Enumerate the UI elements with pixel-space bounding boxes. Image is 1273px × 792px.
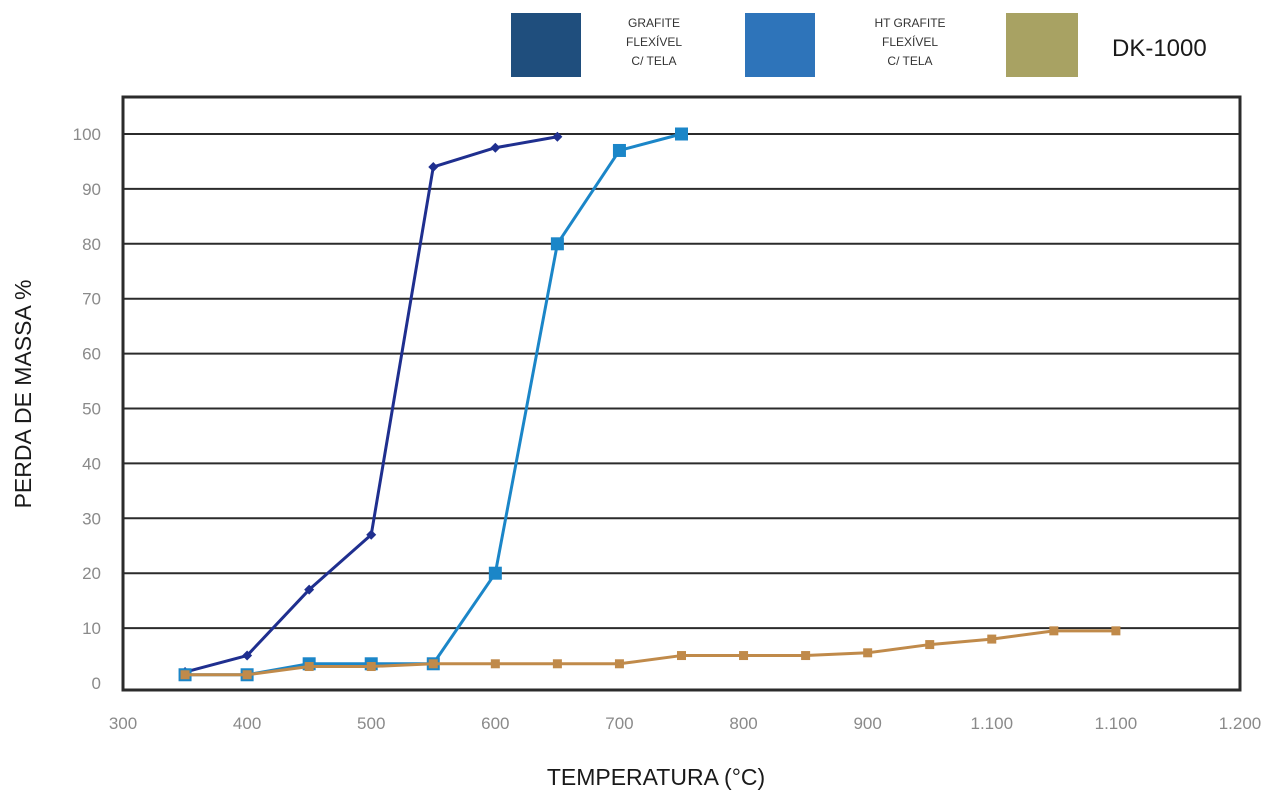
- x-tick-label: 1.200: [1219, 714, 1262, 733]
- x-tick-label: 900: [853, 714, 881, 733]
- data-point: [428, 659, 438, 669]
- data-point: [987, 634, 997, 644]
- y-tick-label: 0: [92, 674, 101, 693]
- y-tick-label: 70: [82, 290, 101, 309]
- data-point: [180, 670, 190, 680]
- legend-label: FLEXÍVEL: [882, 34, 938, 49]
- y-tick-label: 90: [82, 180, 101, 199]
- y-tick-label: 50: [82, 400, 101, 419]
- data-point: [490, 142, 501, 153]
- data-point: [242, 670, 252, 680]
- data-point: [552, 659, 562, 669]
- legend-label: FLEXÍVEL: [626, 34, 682, 49]
- data-point: [863, 648, 873, 658]
- legend-item-2: HT GRAFITE FLEXÍVEL C/ TELA: [745, 13, 946, 77]
- legend-label: GRAFITE: [628, 16, 680, 30]
- data-point: [925, 640, 935, 650]
- data-point: [490, 659, 500, 669]
- series-line: [185, 629, 1116, 677]
- series-line: [184, 135, 558, 674]
- data-point: [488, 566, 502, 580]
- data-point: [677, 651, 686, 661]
- legend-item-3: DK-1000: [1006, 13, 1207, 77]
- x-tick-label: 300: [109, 714, 137, 733]
- x-axis-title: TEMPERATURA (°C): [547, 764, 765, 790]
- legend-label: C/ TELA: [887, 54, 932, 68]
- axes: [121, 95, 1242, 692]
- data-point: [801, 651, 811, 661]
- legend: GRAFITE FLEXÍVEL C/ TELA HT GRAFITE FLEXÍVEL…: [511, 13, 1207, 77]
- data-point: [550, 237, 564, 251]
- x-tick-label: 800: [729, 714, 757, 733]
- data-point: [739, 651, 749, 661]
- series-1: [180, 131, 563, 678]
- x-tick-label: 700: [605, 714, 633, 733]
- x-tick-label: 1.100: [1095, 714, 1138, 733]
- data-point: [1111, 626, 1121, 636]
- y-tick-label: 40: [82, 454, 101, 473]
- y-tick-label: 10: [82, 619, 101, 638]
- legend-swatch: [511, 13, 581, 77]
- legend-label: HT GRAFITE: [874, 16, 945, 30]
- data-point: [304, 662, 314, 672]
- data-point: [552, 131, 563, 142]
- data-point: [304, 584, 315, 595]
- data-point: [428, 161, 439, 172]
- x-tick-label: 600: [481, 714, 509, 733]
- series-2: [178, 127, 688, 682]
- series-line: [185, 132, 682, 677]
- legend-item-1: GRAFITE FLEXÍVEL C/ TELA: [511, 13, 682, 77]
- data-point: [675, 127, 688, 141]
- legend-label: DK-1000: [1112, 35, 1207, 62]
- plot-frame: [121, 95, 1242, 692]
- data-point: [614, 659, 624, 669]
- legend-swatch: [1006, 13, 1078, 77]
- x-tick-label: 400: [233, 714, 261, 733]
- legend-label: C/ TELA: [631, 54, 676, 68]
- data-point: [366, 662, 376, 672]
- x-tick-label: 1.100: [971, 714, 1014, 733]
- data-point: [366, 529, 377, 540]
- data-point: [242, 650, 253, 661]
- y-tick-label: 20: [82, 564, 101, 583]
- legend-swatch: [745, 13, 815, 77]
- y-tick-label: 30: [82, 509, 101, 528]
- tick-labels: 0 10 20 30 40 50 60 70 80 90 100 300 400 500 600 700 800…: [73, 125, 1262, 733]
- data-point: [612, 143, 626, 157]
- x-tick-label: 500: [357, 714, 385, 733]
- y-tick-label: 60: [82, 345, 101, 364]
- y-tick-label: 80: [82, 235, 101, 254]
- y-axis-title: PERDA DE MASSA %: [10, 280, 36, 509]
- series-3: [180, 626, 1121, 680]
- gridlines: [123, 133, 1240, 630]
- y-tick-label: 100: [73, 125, 101, 144]
- data-point: [1049, 626, 1059, 636]
- series-group: [178, 127, 1121, 682]
